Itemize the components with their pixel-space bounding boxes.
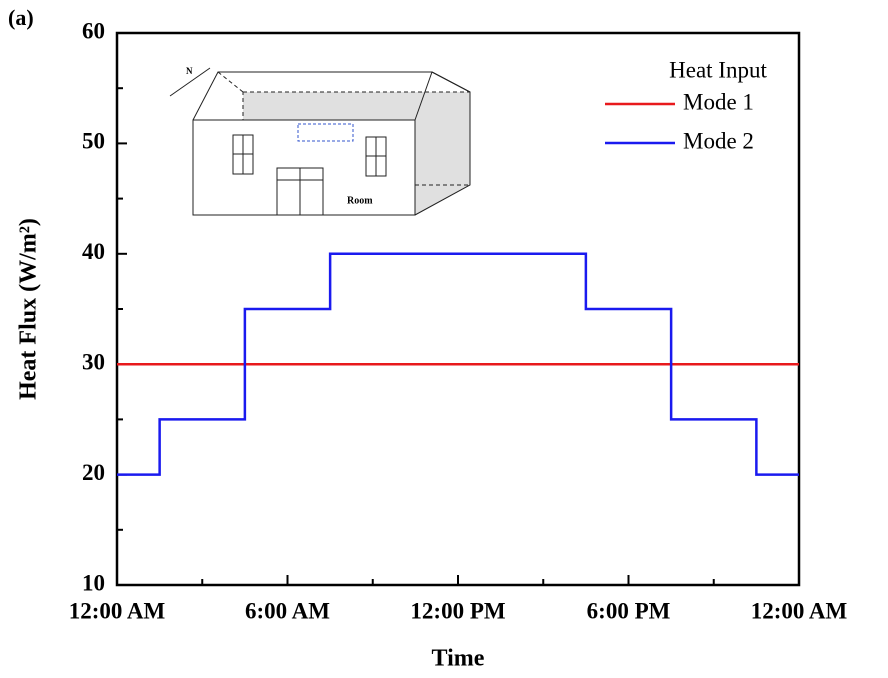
x-tick-label: 12:00 PM [410,598,505,623]
legend-label: Mode 2 [683,128,754,153]
x-tick-label: 6:00 AM [245,598,330,623]
legend-label: Mode 1 [683,89,754,114]
y-tick-label: 40 [82,239,105,264]
y-tick-label: 20 [82,460,105,485]
north-label: N [186,66,193,76]
y-tick-label: 10 [82,570,105,595]
y-tick-label: 50 [82,129,105,154]
x-axis-label: Time [432,646,485,672]
room-label: Room [347,195,373,206]
panel-label: (a) [8,5,34,30]
inset-house [169,67,471,216]
x-tick-label: 12:00 AM [751,598,848,623]
y-tick-label: 60 [82,18,105,43]
y-tick-label: 30 [82,349,105,374]
series-line [117,252,799,476]
x-tick-label: 12:00 AM [69,598,166,623]
legend-title: Heat Input [669,57,767,82]
x-tick-label: 6:00 PM [587,598,671,623]
y-axis-label: Heat Flux (W/m²) [16,218,42,400]
